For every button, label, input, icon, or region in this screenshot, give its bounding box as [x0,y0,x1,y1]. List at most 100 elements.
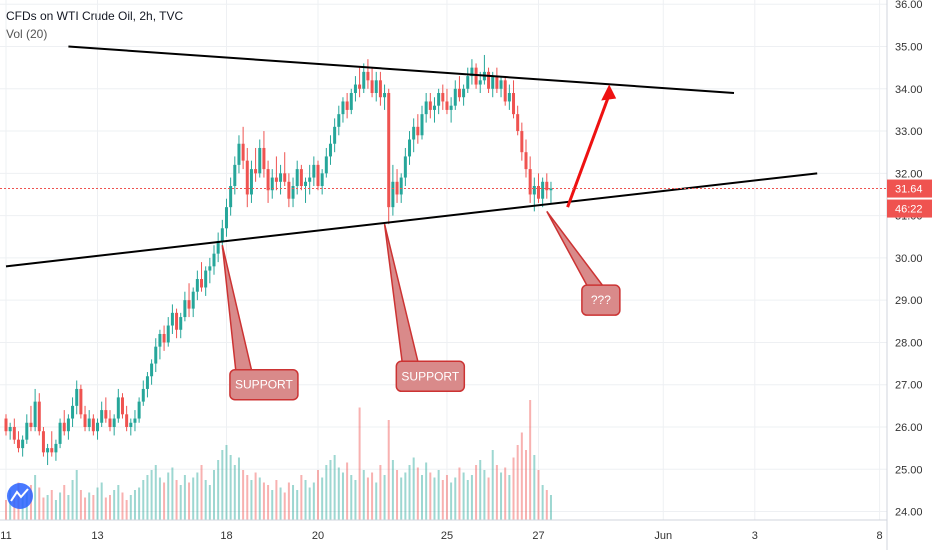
candle-body [141,388,145,402]
volume-bar [441,480,444,520]
time-tick: 25 [441,530,453,542]
volume-bar [304,480,307,520]
candle-body [279,173,283,182]
candle-body [441,93,445,102]
candle-body [457,88,461,98]
candle-body [46,448,50,453]
candle-body [195,279,199,292]
candle-body [324,156,328,174]
volume-bar [421,475,423,520]
candle-body [50,448,54,453]
volume-bar [437,470,440,520]
candle-body [91,418,95,432]
candle-body [79,388,83,415]
volume-bar [525,450,527,520]
volume-bar [512,457,515,520]
callout-label: SUPPORT [235,378,293,392]
trend-lines [5,45,818,268]
volume-bar [292,485,295,520]
current-price-tag [887,179,932,198]
candle-body [104,410,108,419]
volume-bar [391,460,394,520]
volume-bar [362,470,365,520]
volume-bar [404,472,407,520]
candle-body [54,443,58,453]
volume-bar [325,465,328,520]
callout-pointer [546,210,606,288]
volume-bar [237,457,240,520]
candle-body [378,80,382,98]
volume-bar [213,470,215,520]
volume-bar [337,467,340,520]
volume-bar [188,482,191,520]
candle-body [283,173,287,182]
candle-body [137,401,141,419]
volume-bar [529,400,532,520]
candle-body [399,177,403,195]
chart-title: CFDs on WTI Crude Oil, 2h, TVC [6,9,184,23]
candle-body [21,439,25,449]
volume-bar [179,485,182,520]
candle-body [366,71,370,81]
price-tick: 27.00 [895,380,923,392]
candle-body [170,312,174,326]
candle-body [403,156,407,178]
candle-body [41,431,45,453]
volume-bar [383,475,386,520]
candle-body [524,152,528,170]
volume-bar [63,485,66,520]
volume-bar [171,467,174,520]
volume-bar [267,485,270,520]
volume-bar [208,485,211,520]
candle-body [507,93,511,102]
volume-bar [508,475,511,520]
volume-bar [495,465,498,520]
volume-bar [491,450,494,520]
candle-body [470,67,474,77]
volume-bar [109,495,111,520]
volume-bar [429,472,432,520]
volume-bar [38,487,41,520]
arrow-head [601,84,617,101]
candle-body [337,114,341,127]
volume-bar [250,480,253,520]
volume-bar [117,485,120,520]
candle-body [532,186,536,195]
candle-body [237,143,241,165]
candle-body [212,253,216,267]
volume-bar [333,455,336,520]
candle-body [328,143,332,157]
candle-body [353,84,357,94]
volume-bar [233,465,236,520]
candle-body [374,80,378,94]
volume-bar [34,475,37,520]
candle-body [58,422,62,444]
volume-bar [96,487,99,520]
volume-bar [175,480,178,520]
candle-body [316,164,320,187]
candle-body [341,101,345,115]
volume-bar [158,477,161,520]
candle-body [528,169,532,195]
volume-bar [329,460,332,520]
price-tick: 30.00 [895,253,923,265]
volume-bar [200,465,203,520]
volume-bar [217,460,220,520]
candle-body [66,418,70,432]
candle-body [166,325,170,343]
volume-bar [225,445,228,520]
volume-bar [445,475,448,520]
candle-body [416,126,420,136]
callout-box [395,360,466,393]
candle-body [175,312,179,330]
candle-body [362,71,366,89]
logo-mark [10,488,29,502]
volume-bar [113,490,116,520]
candle-body [491,76,495,89]
volume-bar [400,477,403,520]
candle-body [549,188,553,191]
callout-label: ??? [591,293,611,307]
volume-bar [254,472,257,520]
